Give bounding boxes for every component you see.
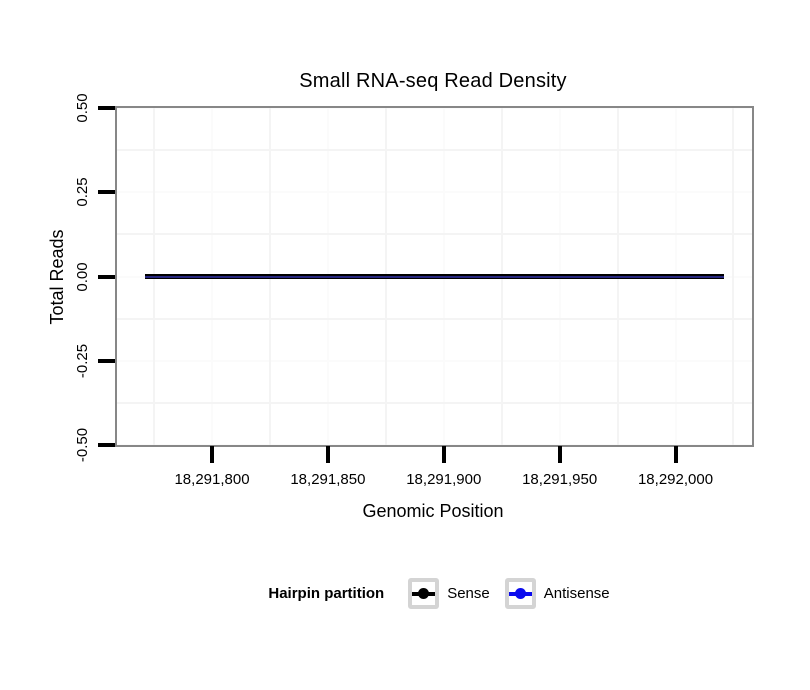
- grid-minor-horizontal: [117, 149, 752, 152]
- data-line-antisense: [144, 275, 725, 278]
- plot-panel: [115, 106, 754, 447]
- x-tick-label: 18,291,950: [522, 471, 598, 488]
- plot-area: [117, 108, 752, 445]
- y-tick-label: 0.00: [74, 261, 91, 292]
- x-axis-tick: [441, 446, 446, 463]
- grid-major-horizontal: [117, 444, 752, 445]
- legend: Hairpin partition Sense Antisense: [116, 578, 762, 609]
- x-tick-label: 18,292,000: [637, 471, 714, 488]
- y-tick-label: -0.50: [74, 427, 91, 463]
- legend-title: Hairpin partition: [268, 585, 385, 602]
- y-tick-label: -0.25: [74, 343, 91, 378]
- grid-major-horizontal: [117, 191, 752, 194]
- grid-minor-vertical: [732, 108, 735, 445]
- x-tick-label: 18,291,850: [290, 471, 366, 488]
- y-axis-tick: [98, 190, 115, 195]
- y-axis-tick: [98, 274, 115, 279]
- x-tick-label: 18,291,800: [174, 471, 250, 488]
- x-tick-label: 18,291,900: [406, 471, 482, 488]
- legend-key-box: [408, 578, 440, 609]
- y-tick-label: 0.50: [74, 93, 91, 123]
- chart-title: Small RNA-seq Read Density: [299, 70, 567, 92]
- legend-item-label: Antisense: [543, 585, 610, 602]
- x-axis-tick: [673, 446, 678, 463]
- legend-key-box: [504, 578, 536, 609]
- legend-key-point-glyph: [514, 588, 526, 599]
- legend-item-label: Sense: [447, 585, 490, 602]
- grid-minor-horizontal: [117, 317, 752, 320]
- grid-minor-horizontal: [117, 401, 752, 404]
- x-axis-tick: [557, 446, 562, 463]
- y-tick-label: 0.25: [74, 177, 91, 207]
- legend-key-point-glyph: [418, 588, 430, 599]
- x-axis-tick: [210, 446, 215, 463]
- grid-minor-horizontal: [117, 233, 752, 236]
- y-axis-tick: [98, 106, 115, 110]
- legend-items: Sense Antisense: [408, 578, 610, 609]
- legend-item-antisense: Antisense: [504, 578, 610, 609]
- y-axis-tick: [98, 358, 115, 363]
- grid-major-horizontal: [117, 108, 752, 109]
- legend-item-sense: Sense: [408, 578, 490, 609]
- y-axis-title: Total Reads: [47, 229, 67, 325]
- grid-major-horizontal: [117, 359, 752, 362]
- y-axis-tick: [98, 443, 115, 447]
- x-axis-tick: [325, 446, 330, 463]
- x-axis-title: Genomic Position: [362, 501, 504, 521]
